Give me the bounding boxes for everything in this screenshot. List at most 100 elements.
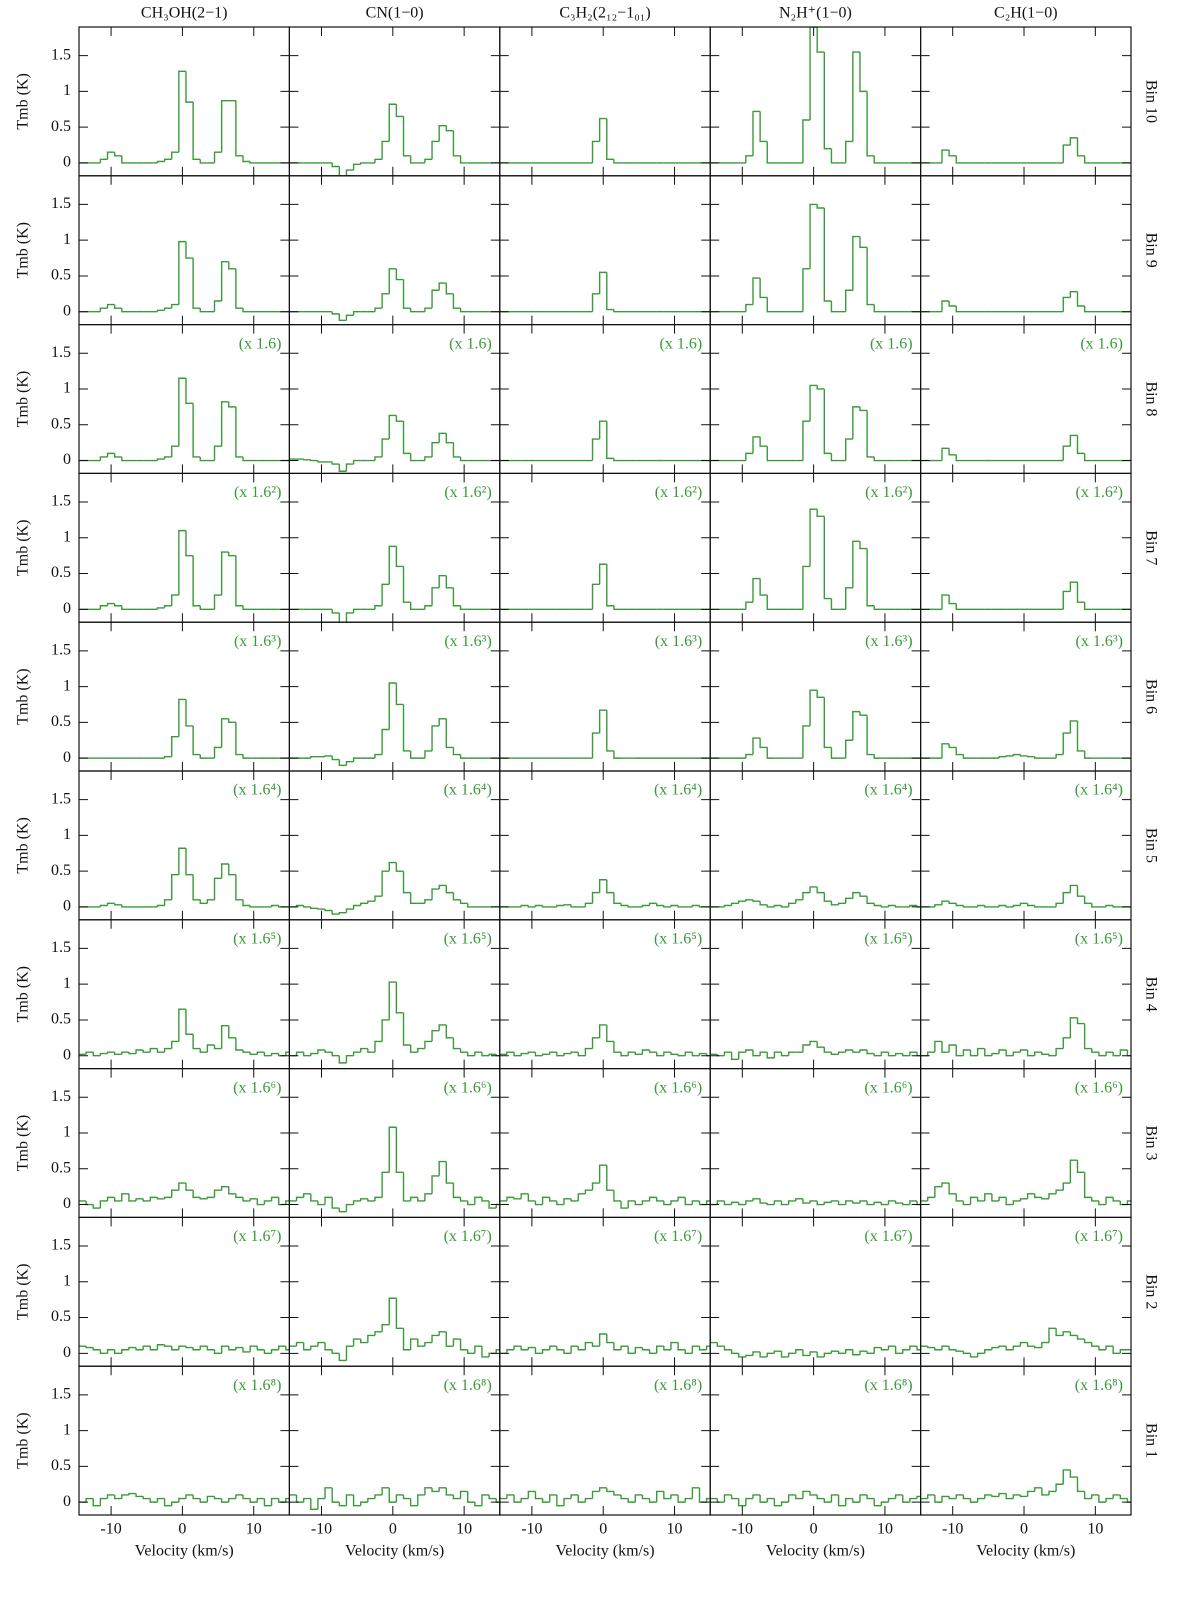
plot-area [79, 377, 290, 462]
channel [310, 906, 318, 910]
channel [185, 71, 194, 103]
channel [506, 1196, 515, 1201]
plot-area [79, 1344, 290, 1355]
channel [388, 103, 397, 142]
channel [185, 699, 194, 727]
channel [941, 1041, 950, 1053]
channel [156, 904, 165, 907]
channel [381, 728, 390, 755]
row-label: Bin 9 [1142, 233, 1159, 268]
channel [606, 1165, 614, 1191]
channel [766, 446, 775, 462]
channel [723, 904, 732, 907]
channel [759, 1351, 768, 1358]
channel [459, 155, 468, 164]
channel [388, 1297, 397, 1325]
channel [220, 1498, 229, 1503]
channel [324, 1196, 333, 1205]
channel [527, 905, 536, 908]
channel [527, 1490, 536, 1499]
channel [1012, 1200, 1021, 1205]
channel [367, 1198, 375, 1202]
channel [570, 1494, 579, 1499]
channel [745, 1497, 753, 1506]
y-tick-label: 1 [63, 528, 71, 545]
channel [738, 900, 746, 904]
channel [859, 236, 868, 249]
channel [445, 718, 454, 749]
channel [941, 1495, 950, 1503]
channel [324, 1487, 333, 1499]
channel [402, 1328, 411, 1351]
channel [220, 260, 229, 301]
channel [1012, 1345, 1021, 1350]
channel [135, 1049, 144, 1054]
channel [452, 1494, 461, 1500]
channel [92, 1052, 101, 1057]
y-tick-label: 0.5 [51, 1457, 71, 1474]
x-axis-label: Velocity (km/s) [135, 1543, 234, 1560]
channel [738, 1498, 746, 1507]
channel [1091, 1342, 1099, 1347]
x-tick-label: 10 [667, 1521, 683, 1538]
scale-note: (x 1.6⁶) [654, 1079, 702, 1096]
channel [409, 1498, 418, 1507]
channel [752, 737, 761, 755]
channel [745, 601, 753, 610]
channel [278, 1498, 286, 1503]
channel [113, 453, 122, 458]
channel [459, 754, 468, 759]
channel [1069, 884, 1078, 893]
x-tick-label: 0 [389, 1521, 397, 1538]
channel [976, 1197, 985, 1202]
channel [670, 1494, 679, 1499]
channel [171, 1040, 179, 1049]
channel [716, 1200, 725, 1205]
channel [549, 1345, 557, 1350]
plot-area [710, 27, 921, 164]
channel [513, 1494, 522, 1503]
channel [787, 1352, 796, 1357]
channel [163, 755, 172, 759]
channel [352, 459, 361, 465]
channel [656, 1345, 664, 1354]
channel [984, 905, 992, 908]
channel [1069, 581, 1078, 592]
channel [242, 754, 251, 759]
channel [787, 1494, 796, 1503]
y-axis-label: Tmb (K) [15, 222, 32, 278]
channel [1034, 1487, 1042, 1492]
channel [513, 1052, 522, 1057]
channel [984, 1349, 992, 1354]
channel [438, 1024, 447, 1031]
channel [338, 1208, 347, 1213]
channel [459, 899, 468, 905]
channel [445, 1331, 454, 1347]
channel [620, 1494, 629, 1500]
channel [887, 904, 896, 907]
channel [663, 1491, 671, 1500]
plot-area [920, 434, 1131, 462]
scale-note: (x 1.6⁴) [233, 782, 281, 799]
channel [417, 1047, 425, 1053]
channel [113, 603, 122, 607]
plot-area [79, 240, 290, 313]
channel [438, 884, 447, 890]
channel [845, 739, 853, 759]
channel [185, 848, 194, 876]
channel [677, 1342, 686, 1351]
channel [766, 1203, 775, 1206]
channel [452, 747, 461, 756]
channel [317, 1341, 326, 1347]
channel [242, 899, 251, 907]
channel [809, 1351, 818, 1356]
channel [295, 1341, 304, 1347]
y-axis-label: Tmb (K) [15, 520, 32, 576]
channel [1083, 1023, 1092, 1050]
channel [830, 300, 839, 313]
channel [1048, 1193, 1057, 1199]
channel [331, 1487, 340, 1503]
y-tick-label: 1.5 [51, 1385, 71, 1402]
channel [866, 1200, 875, 1206]
channel [192, 102, 201, 161]
